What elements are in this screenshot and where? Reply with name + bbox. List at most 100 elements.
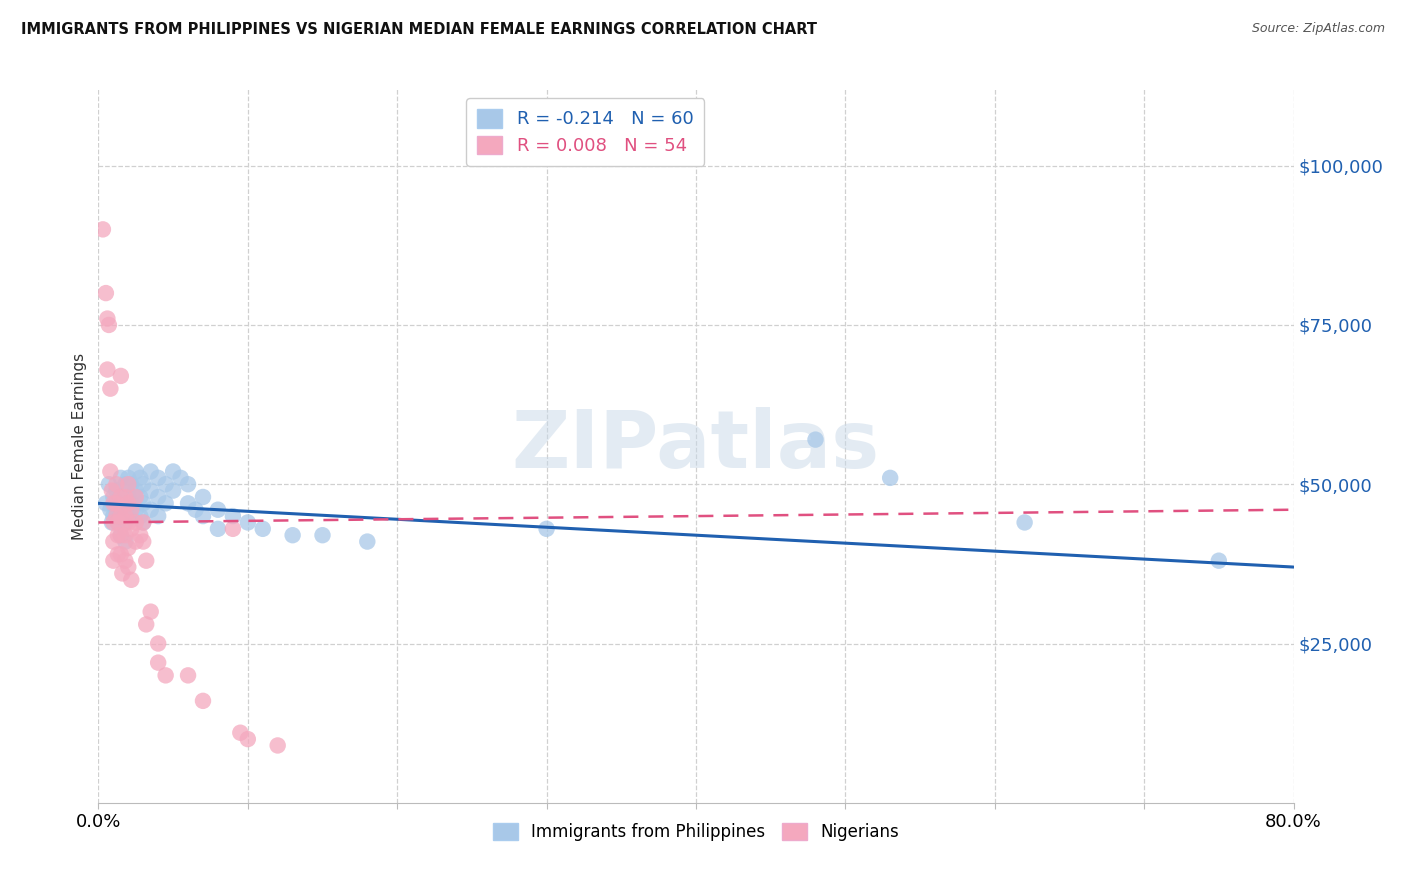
Point bbox=[117, 509, 139, 524]
Point bbox=[103, 554, 125, 568]
Point bbox=[110, 490, 132, 504]
Point bbox=[105, 496, 128, 510]
Point bbox=[98, 465, 122, 479]
Point bbox=[191, 694, 214, 708]
Point bbox=[105, 502, 128, 516]
Point bbox=[114, 496, 136, 510]
Legend: Immigrants from Philippines, Nigerians: Immigrants from Philippines, Nigerians bbox=[486, 816, 905, 848]
Text: Source: ZipAtlas.com: Source: ZipAtlas.com bbox=[1251, 22, 1385, 36]
Y-axis label: Median Female Earnings: Median Female Earnings bbox=[72, 352, 87, 540]
Point bbox=[162, 483, 184, 498]
Point bbox=[132, 496, 155, 510]
Point bbox=[114, 490, 136, 504]
Point bbox=[105, 477, 128, 491]
Point bbox=[117, 516, 139, 530]
Point bbox=[252, 522, 274, 536]
Point bbox=[110, 528, 132, 542]
Text: IMMIGRANTS FROM PHILIPPINES VS NIGERIAN MEDIAN FEMALE EARNINGS CORRELATION CHART: IMMIGRANTS FROM PHILIPPINES VS NIGERIAN … bbox=[21, 22, 817, 37]
Point bbox=[94, 496, 117, 510]
Point bbox=[804, 433, 827, 447]
Point bbox=[91, 222, 114, 236]
Point bbox=[120, 502, 142, 516]
Point bbox=[117, 477, 139, 491]
Point bbox=[110, 490, 132, 504]
Point bbox=[125, 502, 148, 516]
Text: ZIPatlas: ZIPatlas bbox=[512, 407, 880, 485]
Point bbox=[120, 496, 142, 510]
Point bbox=[191, 509, 214, 524]
Point bbox=[1014, 516, 1036, 530]
Point bbox=[103, 534, 125, 549]
Point bbox=[1208, 554, 1230, 568]
Point bbox=[110, 471, 132, 485]
Point bbox=[139, 483, 162, 498]
Point bbox=[139, 465, 162, 479]
Point bbox=[103, 516, 125, 530]
Point bbox=[117, 560, 139, 574]
Point bbox=[177, 496, 200, 510]
Point bbox=[103, 496, 125, 510]
Point bbox=[281, 528, 304, 542]
Point bbox=[135, 554, 157, 568]
Point bbox=[125, 534, 148, 549]
Point bbox=[879, 471, 901, 485]
Point bbox=[110, 509, 132, 524]
Point bbox=[129, 528, 152, 542]
Point bbox=[114, 528, 136, 542]
Point bbox=[132, 516, 155, 530]
Point bbox=[184, 502, 207, 516]
Point bbox=[105, 483, 128, 498]
Point bbox=[132, 477, 155, 491]
Point bbox=[125, 465, 148, 479]
Point bbox=[103, 490, 125, 504]
Point bbox=[101, 516, 124, 530]
Point bbox=[97, 318, 120, 332]
Point bbox=[129, 471, 152, 485]
Point bbox=[117, 471, 139, 485]
Point bbox=[103, 509, 125, 524]
Point bbox=[114, 534, 136, 549]
Point bbox=[207, 502, 229, 516]
Point bbox=[207, 522, 229, 536]
Point bbox=[236, 732, 259, 747]
Point bbox=[110, 509, 132, 524]
Point bbox=[139, 605, 162, 619]
Point bbox=[311, 528, 333, 542]
Point bbox=[222, 522, 245, 536]
Point bbox=[155, 477, 177, 491]
Point bbox=[125, 516, 148, 530]
Point bbox=[101, 483, 124, 498]
Point bbox=[98, 502, 122, 516]
Point bbox=[148, 636, 170, 650]
Point bbox=[125, 483, 148, 498]
Point bbox=[97, 477, 120, 491]
Point bbox=[107, 547, 129, 561]
Point bbox=[120, 573, 142, 587]
Point bbox=[110, 547, 132, 561]
Point bbox=[177, 668, 200, 682]
Point bbox=[114, 509, 136, 524]
Point bbox=[148, 471, 170, 485]
Point bbox=[114, 477, 136, 491]
Point bbox=[222, 509, 245, 524]
Point bbox=[117, 490, 139, 504]
Point bbox=[120, 522, 142, 536]
Point bbox=[107, 516, 129, 530]
Point bbox=[125, 490, 148, 504]
Point bbox=[110, 528, 132, 542]
Point bbox=[96, 362, 118, 376]
Point bbox=[267, 739, 290, 753]
Point bbox=[132, 516, 155, 530]
Point bbox=[111, 566, 134, 581]
Point bbox=[117, 541, 139, 555]
Point bbox=[120, 477, 142, 491]
Point bbox=[96, 311, 118, 326]
Point bbox=[177, 477, 200, 491]
Point bbox=[105, 509, 128, 524]
Point bbox=[229, 725, 252, 739]
Point bbox=[356, 534, 378, 549]
Point bbox=[162, 465, 184, 479]
Point bbox=[236, 516, 259, 530]
Point bbox=[191, 490, 214, 504]
Point bbox=[94, 286, 117, 301]
